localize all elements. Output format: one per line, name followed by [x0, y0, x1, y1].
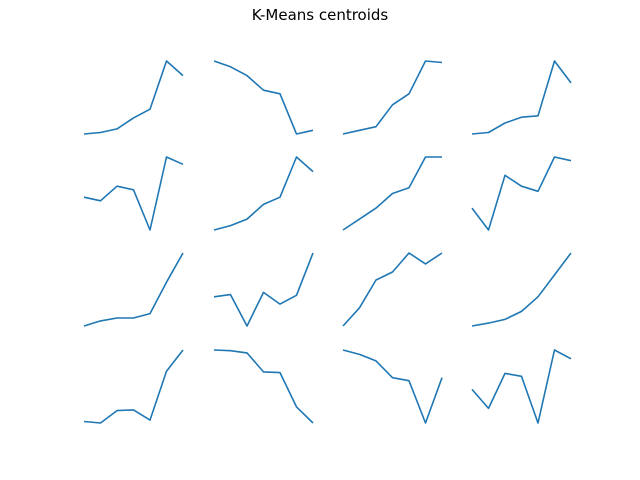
centroid-line [471, 349, 572, 424]
centroid-line [471, 252, 572, 327]
centroid-subplot [213, 156, 314, 231]
centroid-subplot [83, 156, 184, 231]
centroid-subplot [83, 60, 184, 135]
centroid-line [342, 60, 443, 135]
centroid-line [471, 156, 572, 231]
centroid-line [213, 156, 314, 231]
centroid-line [213, 60, 314, 135]
centroid-subplot [471, 252, 572, 327]
centroid-subplot [342, 252, 443, 327]
centroid-line [213, 349, 314, 424]
centroid-subplot [342, 156, 442, 231]
centroid-line [83, 349, 184, 424]
centroid-line [213, 252, 314, 327]
centroid-line [342, 252, 443, 327]
centroid-subplot [213, 349, 314, 424]
centroid-subplot [471, 60, 572, 135]
centroid-line [83, 60, 184, 135]
centroid-line [83, 252, 184, 327]
centroid-subplot [342, 349, 443, 424]
chart-title: K-Means centroids [251, 6, 389, 24]
centroid-subplot [471, 349, 572, 424]
centroid-line [471, 60, 572, 135]
centroid-subplot [83, 252, 184, 327]
centroid-line [342, 349, 443, 424]
centroid-subplot [213, 60, 314, 135]
centroid-subplot [342, 60, 443, 135]
centroid-subplot [83, 349, 184, 424]
centroid-subplot [213, 252, 314, 327]
centroid-line [342, 156, 442, 231]
centroid-subplot [471, 156, 572, 231]
centroid-line [83, 156, 184, 231]
